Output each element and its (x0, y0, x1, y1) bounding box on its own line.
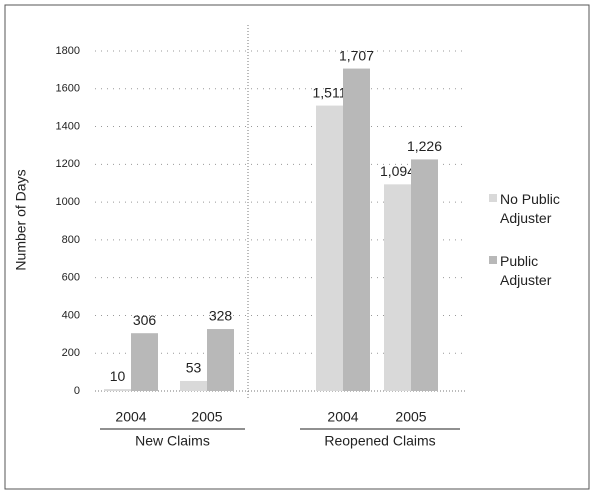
data-label: 1,707 (339, 47, 374, 63)
x-tick-label: 2004 (327, 409, 358, 425)
y-tick-label: 800 (62, 234, 80, 246)
y-tick-label: 0 (74, 385, 80, 397)
x-tick-label: 2005 (191, 409, 222, 425)
data-label: 328 (209, 308, 233, 324)
data-label: 10 (110, 368, 126, 384)
x-tick-label: 2004 (115, 409, 146, 425)
y-tick-label: 1000 (56, 196, 80, 208)
y-tick-label: 1800 (56, 45, 80, 57)
data-label: 1,226 (407, 138, 442, 154)
y-tick-label: 600 (62, 272, 80, 284)
y-tick-label: 400 (62, 309, 80, 321)
legend-swatch (489, 256, 497, 264)
data-label: 1,511 (313, 84, 347, 100)
bar (207, 329, 234, 391)
bar (316, 105, 343, 391)
frame (4, 4, 590, 490)
group-label: Reopened Claims (324, 433, 435, 449)
bar (343, 68, 370, 392)
data-label: 1,094 (380, 163, 415, 179)
bar (131, 333, 158, 391)
legend-swatch (489, 194, 497, 202)
group-label: New Claims (135, 433, 210, 449)
data-label: 306 (133, 312, 157, 328)
y-tick-label: 1600 (56, 83, 80, 95)
y-tick-label: 1400 (56, 120, 80, 132)
legend-label: No Public Adjuster (500, 191, 560, 226)
x-tick-label: 2005 (395, 409, 426, 425)
bar (180, 380, 207, 391)
bar (411, 159, 438, 391)
bar (384, 184, 411, 391)
y-tick-label: 200 (62, 347, 80, 359)
data-label: 53 (186, 360, 202, 376)
y-tick-label: 1200 (56, 158, 80, 170)
legend-label: Public Adjuster (500, 253, 552, 288)
bar (104, 389, 131, 391)
y-axis-label: Number of Days (13, 169, 29, 270)
